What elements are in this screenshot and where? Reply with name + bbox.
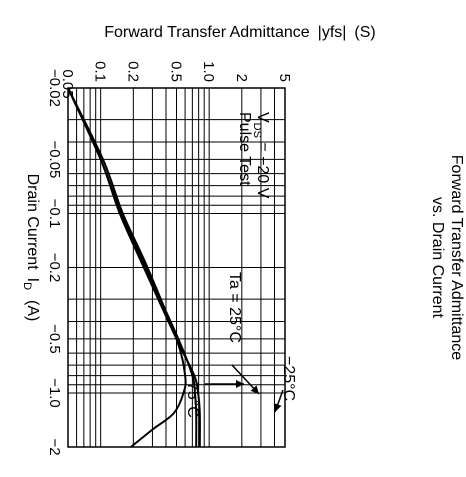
y-tick-label: 0.5 xyxy=(168,61,185,82)
x-tick-label: −1.0 xyxy=(46,378,63,408)
annotation-minus25c-arrowhead xyxy=(274,403,282,412)
x-axis-title-subscript: D xyxy=(21,282,33,290)
y-axis-title: Forward Transfer Admittance |yfs| (S) xyxy=(104,24,376,41)
y-tick-label: 2 xyxy=(233,74,250,82)
y-axis-title-text: Forward Transfer Admittance xyxy=(104,24,310,41)
y-tick-label: 0.05 xyxy=(59,69,76,98)
annotation-75c-arrowhead xyxy=(236,380,244,388)
chart-title-line: Forward Transfer Admittance xyxy=(448,155,465,361)
y-tick-label: 5 xyxy=(276,74,293,82)
x-tick-label: −2 xyxy=(46,438,63,455)
annotation-ta-25c-arrowhead xyxy=(250,385,259,394)
x-axis-title-unit: (A) xyxy=(24,300,41,321)
x-tick-label: −0.05 xyxy=(46,140,63,178)
condition-vds: VDS = −20 V xyxy=(251,112,271,199)
condition-vds-symbol: V xyxy=(254,112,271,123)
chart-title-line: vs. Drain Current xyxy=(429,197,446,318)
x-axis-title-text: Drain Current xyxy=(24,174,41,271)
y-axis-title-unit: (S) xyxy=(354,24,375,41)
x-tick-label: −0.2 xyxy=(46,253,63,283)
y-axis-title-symbol: |yfs| xyxy=(318,24,347,41)
annotation-ta-25c: Ta = 25°C xyxy=(226,272,243,343)
y-tick-label: 0.1 xyxy=(92,61,109,82)
annotation-minus25c: −25°C xyxy=(280,356,297,401)
x-axis-title-symbol: I xyxy=(24,278,41,282)
annotation-75c: 75°C xyxy=(184,382,201,418)
y-tick-label: 1.0 xyxy=(200,61,217,82)
condition-vds-subscript: DS xyxy=(251,123,263,138)
x-tick-label: −0.5 xyxy=(46,324,63,354)
condition-vds-value: = −20 V xyxy=(254,138,271,199)
x-tick-label: −0.1 xyxy=(46,199,63,229)
x-axis-title: Drain Current ID (A) xyxy=(21,174,41,322)
y-tick-label: 0.2 xyxy=(124,61,141,82)
x-tick-label: −0.02 xyxy=(46,69,63,107)
plot-frame xyxy=(67,87,286,448)
series-line-2 xyxy=(67,87,187,448)
condition-pulse: Pulse Test xyxy=(236,112,253,186)
